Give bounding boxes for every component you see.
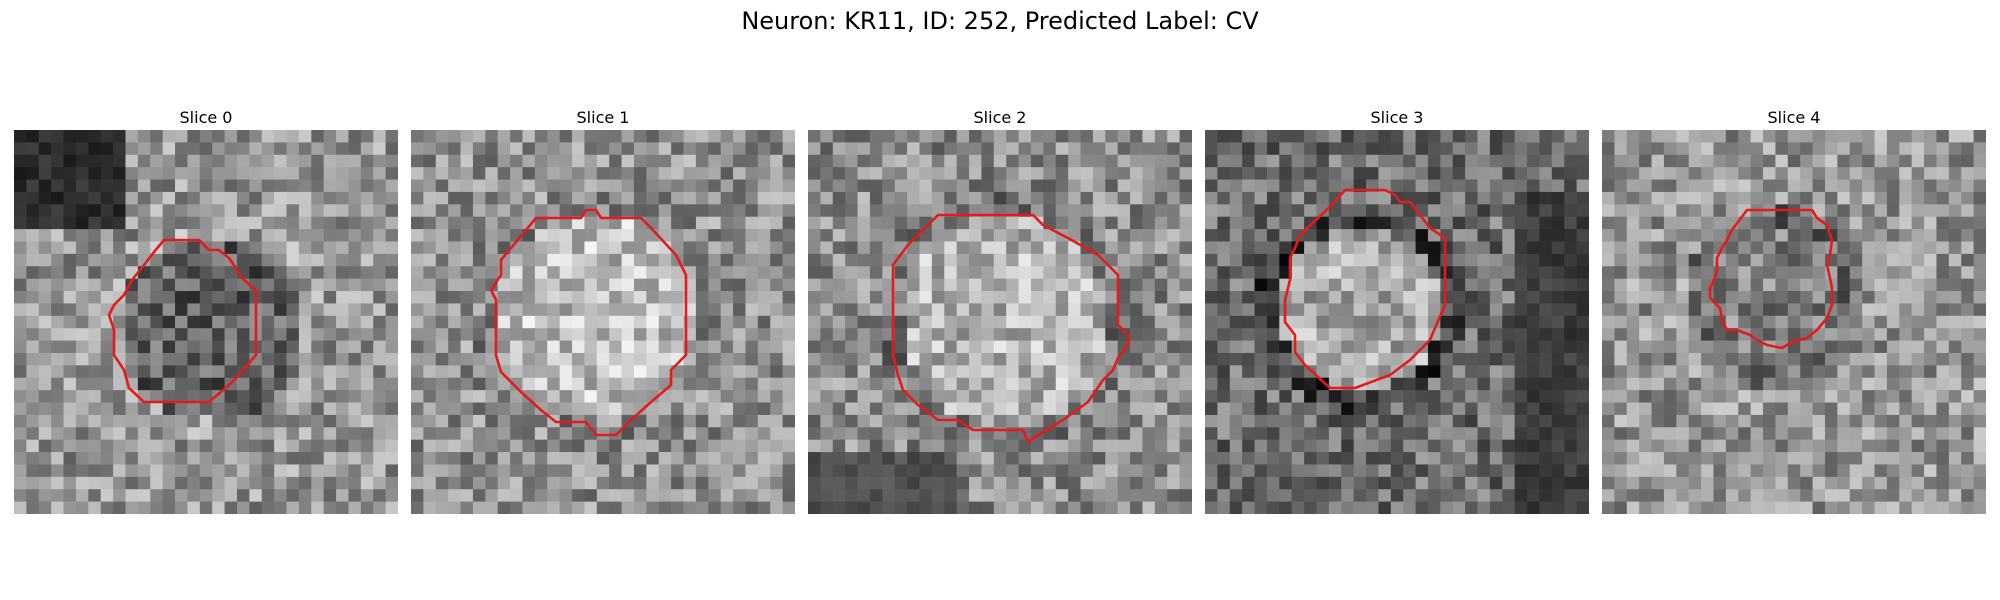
grayscale-pixel-grid bbox=[1205, 130, 1589, 514]
slice-image-0 bbox=[14, 130, 398, 514]
slice-image-3 bbox=[1205, 130, 1589, 514]
cell-outline bbox=[1283, 188, 1447, 390]
grayscale-pixel-grid bbox=[808, 130, 1192, 514]
slice-title-0: Slice 0 bbox=[179, 108, 233, 127]
slice-title-4: Slice 4 bbox=[1767, 108, 1821, 127]
slice-panel-4: Slice 4 bbox=[1602, 108, 1986, 514]
slice-image-1 bbox=[411, 130, 795, 514]
cell-outline bbox=[489, 208, 688, 437]
slice-panel-3: Slice 3 bbox=[1205, 108, 1589, 514]
grayscale-pixel-grid bbox=[411, 130, 795, 514]
slice-panel-1: Slice 1 bbox=[411, 108, 795, 514]
slice-panel-0: Slice 0 bbox=[14, 108, 398, 514]
slice-title-3: Slice 3 bbox=[1370, 108, 1424, 127]
cell-outline bbox=[107, 238, 258, 404]
slice-title-1: Slice 1 bbox=[576, 108, 630, 127]
slice-title-2: Slice 2 bbox=[973, 108, 1027, 127]
slice-image-2 bbox=[808, 130, 1192, 514]
grayscale-pixel-grid bbox=[1602, 130, 1986, 514]
figure-title: Neuron: KR11, ID: 252, Predicted Label: … bbox=[741, 7, 1259, 35]
cell-outline bbox=[891, 213, 1130, 444]
slice-image-4 bbox=[1602, 130, 1986, 514]
slice-panel-2: Slice 2 bbox=[808, 108, 1192, 514]
grayscale-pixel-grid bbox=[14, 130, 398, 514]
cell-outline bbox=[1708, 208, 1834, 350]
